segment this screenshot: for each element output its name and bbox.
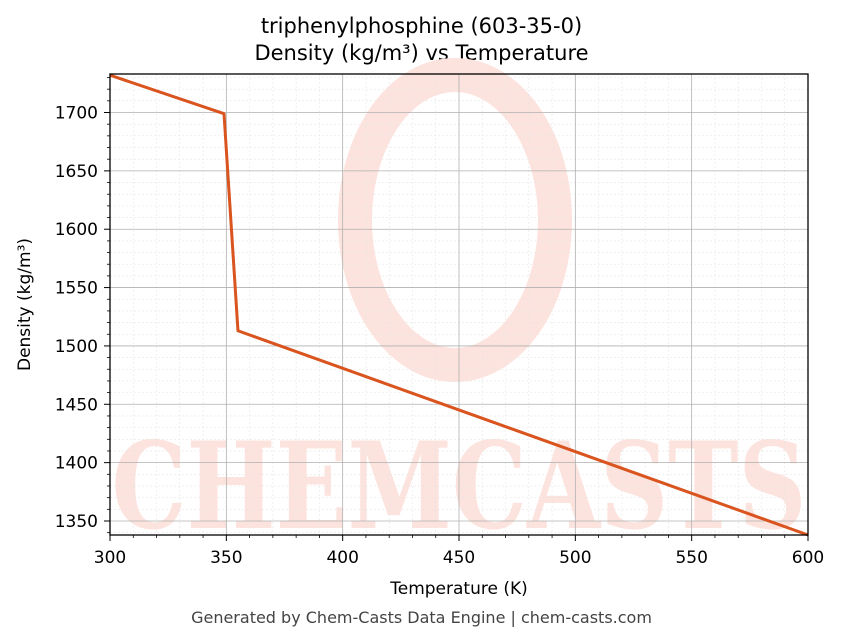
watermark-ring [338, 58, 572, 382]
x-tick-label: 450 [443, 548, 475, 568]
series-group [109, 73, 809, 537]
y-tick-label: 1400 [55, 454, 98, 474]
x-tick-label: 550 [675, 548, 707, 568]
x-tick-label: 350 [210, 548, 242, 568]
y-axis-ticks: 1350 1400 1450 1500 1550 1600 1650 1700 [55, 77, 110, 534]
y-tick-label: 1600 [55, 220, 98, 240]
chart-subtitle: Density (kg/m³) vs Temperature [254, 41, 589, 65]
x-tick-label: 500 [559, 548, 591, 568]
y-tick-label: 1450 [55, 395, 98, 415]
x-axis-ticks: 300 350 400 450 500 550 600 [94, 535, 824, 568]
y-tick-label: 1350 [55, 512, 98, 532]
x-axis-label: Temperature (K) [389, 579, 528, 599]
x-tick-label: 300 [94, 548, 126, 568]
footer-credit: Generated by Chem-Casts Data Engine | ch… [191, 608, 652, 627]
y-tick-label: 1500 [55, 337, 98, 357]
y-tick-label: 1550 [55, 279, 98, 299]
y-axis-label: Density (kg/m³) [15, 238, 35, 371]
x-tick-label: 600 [792, 548, 824, 568]
y-tick-label: 1700 [55, 104, 98, 124]
y-tick-label: 1650 [55, 162, 98, 182]
chart-title: triphenylphosphine (603-35-0) [260, 14, 583, 38]
series-line-0 [109, 73, 809, 537]
x-tick-label: 400 [326, 548, 358, 568]
